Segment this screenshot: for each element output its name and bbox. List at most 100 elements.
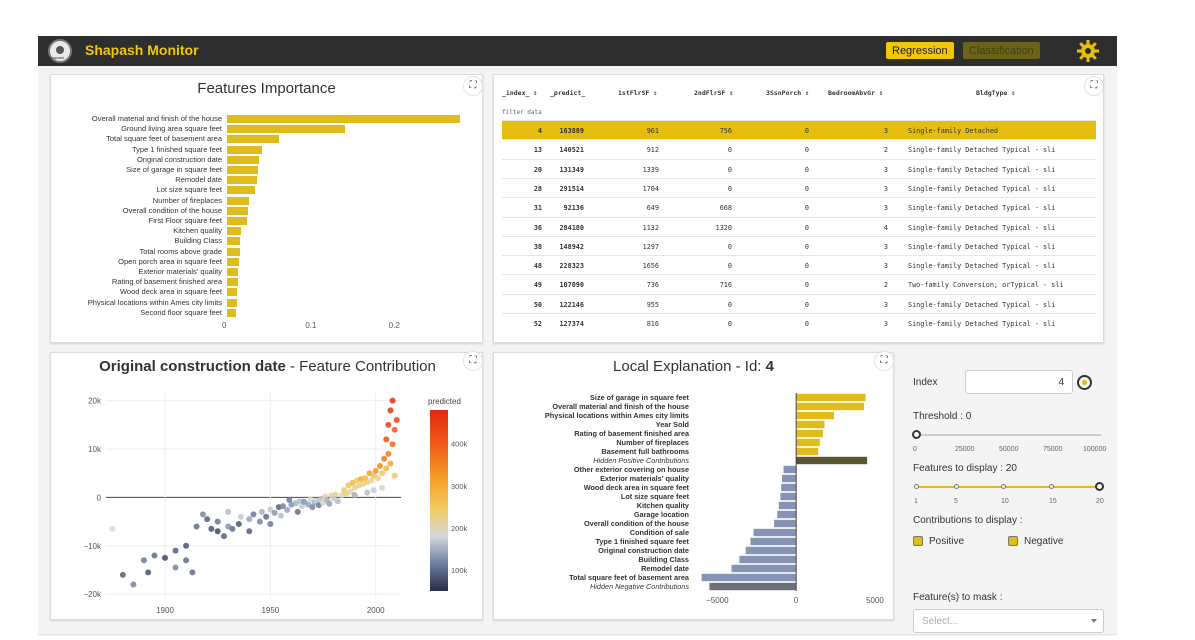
fi-bar[interactable] [227, 288, 237, 297]
scatter-point[interactable] [286, 496, 293, 503]
scatter-point[interactable] [258, 508, 265, 515]
fi-bar[interactable] [227, 145, 262, 154]
table-column-header[interactable]: 1stFlrSF ⇕ [618, 89, 658, 97]
scatter-point[interactable] [351, 492, 358, 498]
scatter-point[interactable] [250, 511, 257, 518]
scatter-point[interactable] [119, 571, 126, 578]
classification-button[interactable]: Classification [963, 42, 1040, 59]
regression-button[interactable]: Regression [886, 42, 954, 59]
fi-bar[interactable] [227, 176, 257, 185]
contribution-bar[interactable] [781, 483, 797, 492]
scatter-point[interactable] [280, 503, 286, 510]
expand-icon[interactable]: ⛶ [1084, 76, 1103, 96]
contribution-bar[interactable] [796, 456, 868, 465]
fi-bar[interactable] [227, 186, 256, 195]
contribution-bar[interactable] [778, 501, 797, 510]
scatter-point[interactable] [389, 397, 396, 404]
scatter-point[interactable] [372, 467, 379, 474]
scatter-point[interactable] [309, 504, 316, 511]
scatter-point[interactable] [326, 500, 333, 507]
scatter-point[interactable] [208, 525, 215, 532]
table-column-header[interactable]: _predict_ [550, 89, 586, 97]
table-row[interactable]: 48 228323 1656 0 0 3 Single-family Detached Ty… [502, 255, 1096, 274]
table-row[interactable]: 49 107090 736 716 0 2 Two-family Conversion; o… [502, 274, 1096, 293]
scatter-point[interactable] [246, 528, 253, 535]
scatter-point[interactable] [145, 569, 152, 576]
contribution-bar[interactable] [781, 474, 797, 483]
table-row[interactable]: 38 148942 1297 0 0 3 Single-family Detached Ty… [502, 235, 1096, 255]
table-column-header[interactable]: _index_ ⇕ [502, 89, 538, 97]
scatter-point[interactable] [130, 581, 137, 588]
scatter-point[interactable] [393, 417, 400, 424]
contribution-bar[interactable] [774, 519, 797, 528]
contribution-bar[interactable] [796, 402, 864, 411]
contribution-bar[interactable] [783, 465, 797, 474]
contribution-bar[interactable] [753, 528, 797, 537]
table-row[interactable]: 4 163889 961 756 0 3 Single-family Detached [502, 120, 1096, 139]
scatter-point[interactable] [221, 533, 227, 540]
contribution-bar[interactable] [745, 546, 797, 555]
scatter-point[interactable] [383, 465, 390, 472]
contribution-bar[interactable] [701, 573, 797, 582]
scatter-point[interactable] [391, 426, 398, 433]
fi-bar[interactable] [227, 166, 258, 174]
table-row[interactable]: 13 140521 912 0 0 2 Single-family Detached Typ… [502, 139, 1096, 158]
table-row[interactable]: 31 92136 649 668 0 3 Single-family Detached Ty… [502, 197, 1096, 216]
contribution-bar[interactable] [731, 564, 797, 573]
threshold-slider-track[interactable] [916, 434, 1101, 436]
scatter-point[interactable] [277, 512, 284, 519]
scatter-point[interactable] [385, 450, 392, 457]
scatter-point[interactable] [376, 462, 383, 469]
contribution-bar[interactable] [796, 420, 825, 429]
scatter-point[interactable] [391, 472, 398, 479]
fi-bar[interactable] [227, 257, 239, 266]
fi-bar[interactable] [227, 115, 461, 123]
fi-bar[interactable] [227, 196, 249, 205]
scatter-point[interactable] [193, 523, 200, 530]
scatter-point[interactable] [183, 542, 190, 549]
index-input[interactable]: 4 [965, 370, 1073, 394]
scatter-point[interactable] [246, 516, 253, 523]
scatter-point[interactable] [301, 498, 308, 505]
scatter-point[interactable] [294, 508, 301, 515]
contribution-bar[interactable] [777, 510, 797, 519]
expand-icon[interactable]: ⛶ [874, 351, 894, 371]
table-row[interactable]: 28 291514 1704 0 0 3 Single-family Detached Ty… [502, 177, 1096, 197]
expand-icon[interactable]: ⛶ [463, 76, 483, 96]
table-column-header[interactable]: 3SsnPorch ⇕ [766, 89, 810, 97]
gear-icon[interactable] [1076, 39, 1100, 63]
scatter-point[interactable] [214, 528, 221, 535]
scatter-point[interactable] [364, 489, 371, 496]
fi-bar[interactable] [227, 298, 237, 307]
scatter-point[interactable] [374, 475, 381, 482]
scatter-point[interactable] [387, 407, 394, 414]
scatter-point[interactable] [263, 513, 270, 520]
mask-select[interactable]: Select... [913, 609, 1104, 633]
scatter-point[interactable] [284, 506, 291, 513]
scatter-point[interactable] [267, 521, 274, 528]
scatter-point[interactable] [271, 509, 278, 516]
scatter-point[interactable] [235, 521, 242, 528]
scatter-point[interactable] [199, 511, 206, 518]
fi-bar[interactable] [227, 206, 248, 215]
contribution-bar[interactable] [796, 393, 866, 402]
scatter-point[interactable] [307, 496, 314, 503]
scatter-point[interactable] [385, 421, 392, 428]
refresh-icon[interactable] [1077, 375, 1092, 390]
scatter-point[interactable] [383, 436, 390, 443]
scatter-point[interactable] [204, 516, 211, 523]
scatter-point[interactable] [332, 491, 339, 498]
scatter-point[interactable] [225, 508, 232, 515]
scatter-point[interactable] [379, 484, 386, 491]
scatter-point[interactable] [256, 518, 263, 525]
scatter-point[interactable] [172, 564, 179, 571]
fi-bar[interactable] [227, 135, 279, 144]
fi-bar[interactable] [227, 278, 238, 287]
filter-input[interactable]: filter data [502, 109, 542, 116]
contribution-bar[interactable] [796, 411, 834, 420]
fi-bar[interactable] [227, 237, 241, 246]
features-slider-handle[interactable] [1095, 482, 1104, 491]
fi-bar[interactable] [227, 155, 259, 164]
scatter-point[interactable] [347, 488, 354, 495]
scatter-point[interactable] [214, 518, 221, 525]
